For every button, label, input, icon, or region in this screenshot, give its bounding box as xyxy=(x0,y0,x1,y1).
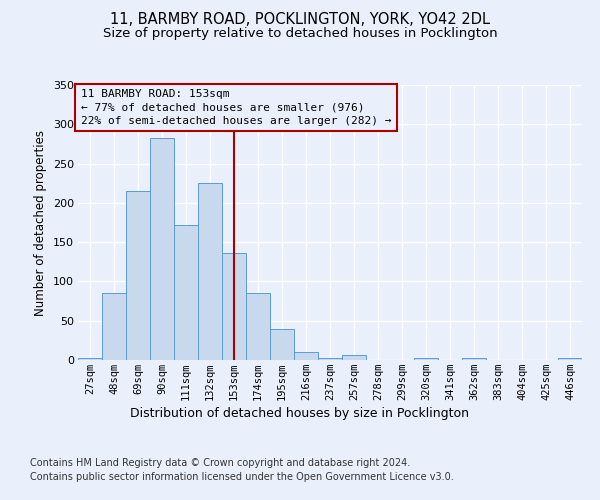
Bar xyxy=(342,356,366,360)
Bar xyxy=(198,183,222,360)
Bar xyxy=(462,358,486,360)
Text: Contains HM Land Registry data © Crown copyright and database right 2024.: Contains HM Land Registry data © Crown c… xyxy=(30,458,410,468)
Bar xyxy=(102,293,126,360)
Text: Contains public sector information licensed under the Open Government Licence v3: Contains public sector information licen… xyxy=(30,472,454,482)
Text: 11, BARMBY ROAD, POCKLINGTON, YORK, YO42 2DL: 11, BARMBY ROAD, POCKLINGTON, YORK, YO42… xyxy=(110,12,490,28)
Bar xyxy=(150,138,174,360)
Y-axis label: Number of detached properties: Number of detached properties xyxy=(34,130,47,316)
Bar xyxy=(246,293,270,360)
Text: 11 BARMBY ROAD: 153sqm
← 77% of detached houses are smaller (976)
22% of semi-de: 11 BARMBY ROAD: 153sqm ← 77% of detached… xyxy=(80,89,391,126)
Bar xyxy=(318,358,342,360)
Text: Distribution of detached houses by size in Pocklington: Distribution of detached houses by size … xyxy=(131,408,470,420)
Bar xyxy=(174,225,198,360)
Bar xyxy=(222,253,246,360)
Bar xyxy=(270,328,294,360)
Bar xyxy=(126,191,150,360)
Bar xyxy=(558,358,582,360)
Bar xyxy=(78,358,102,360)
Bar xyxy=(414,358,438,360)
Text: Size of property relative to detached houses in Pocklington: Size of property relative to detached ho… xyxy=(103,26,497,40)
Bar xyxy=(294,352,318,360)
